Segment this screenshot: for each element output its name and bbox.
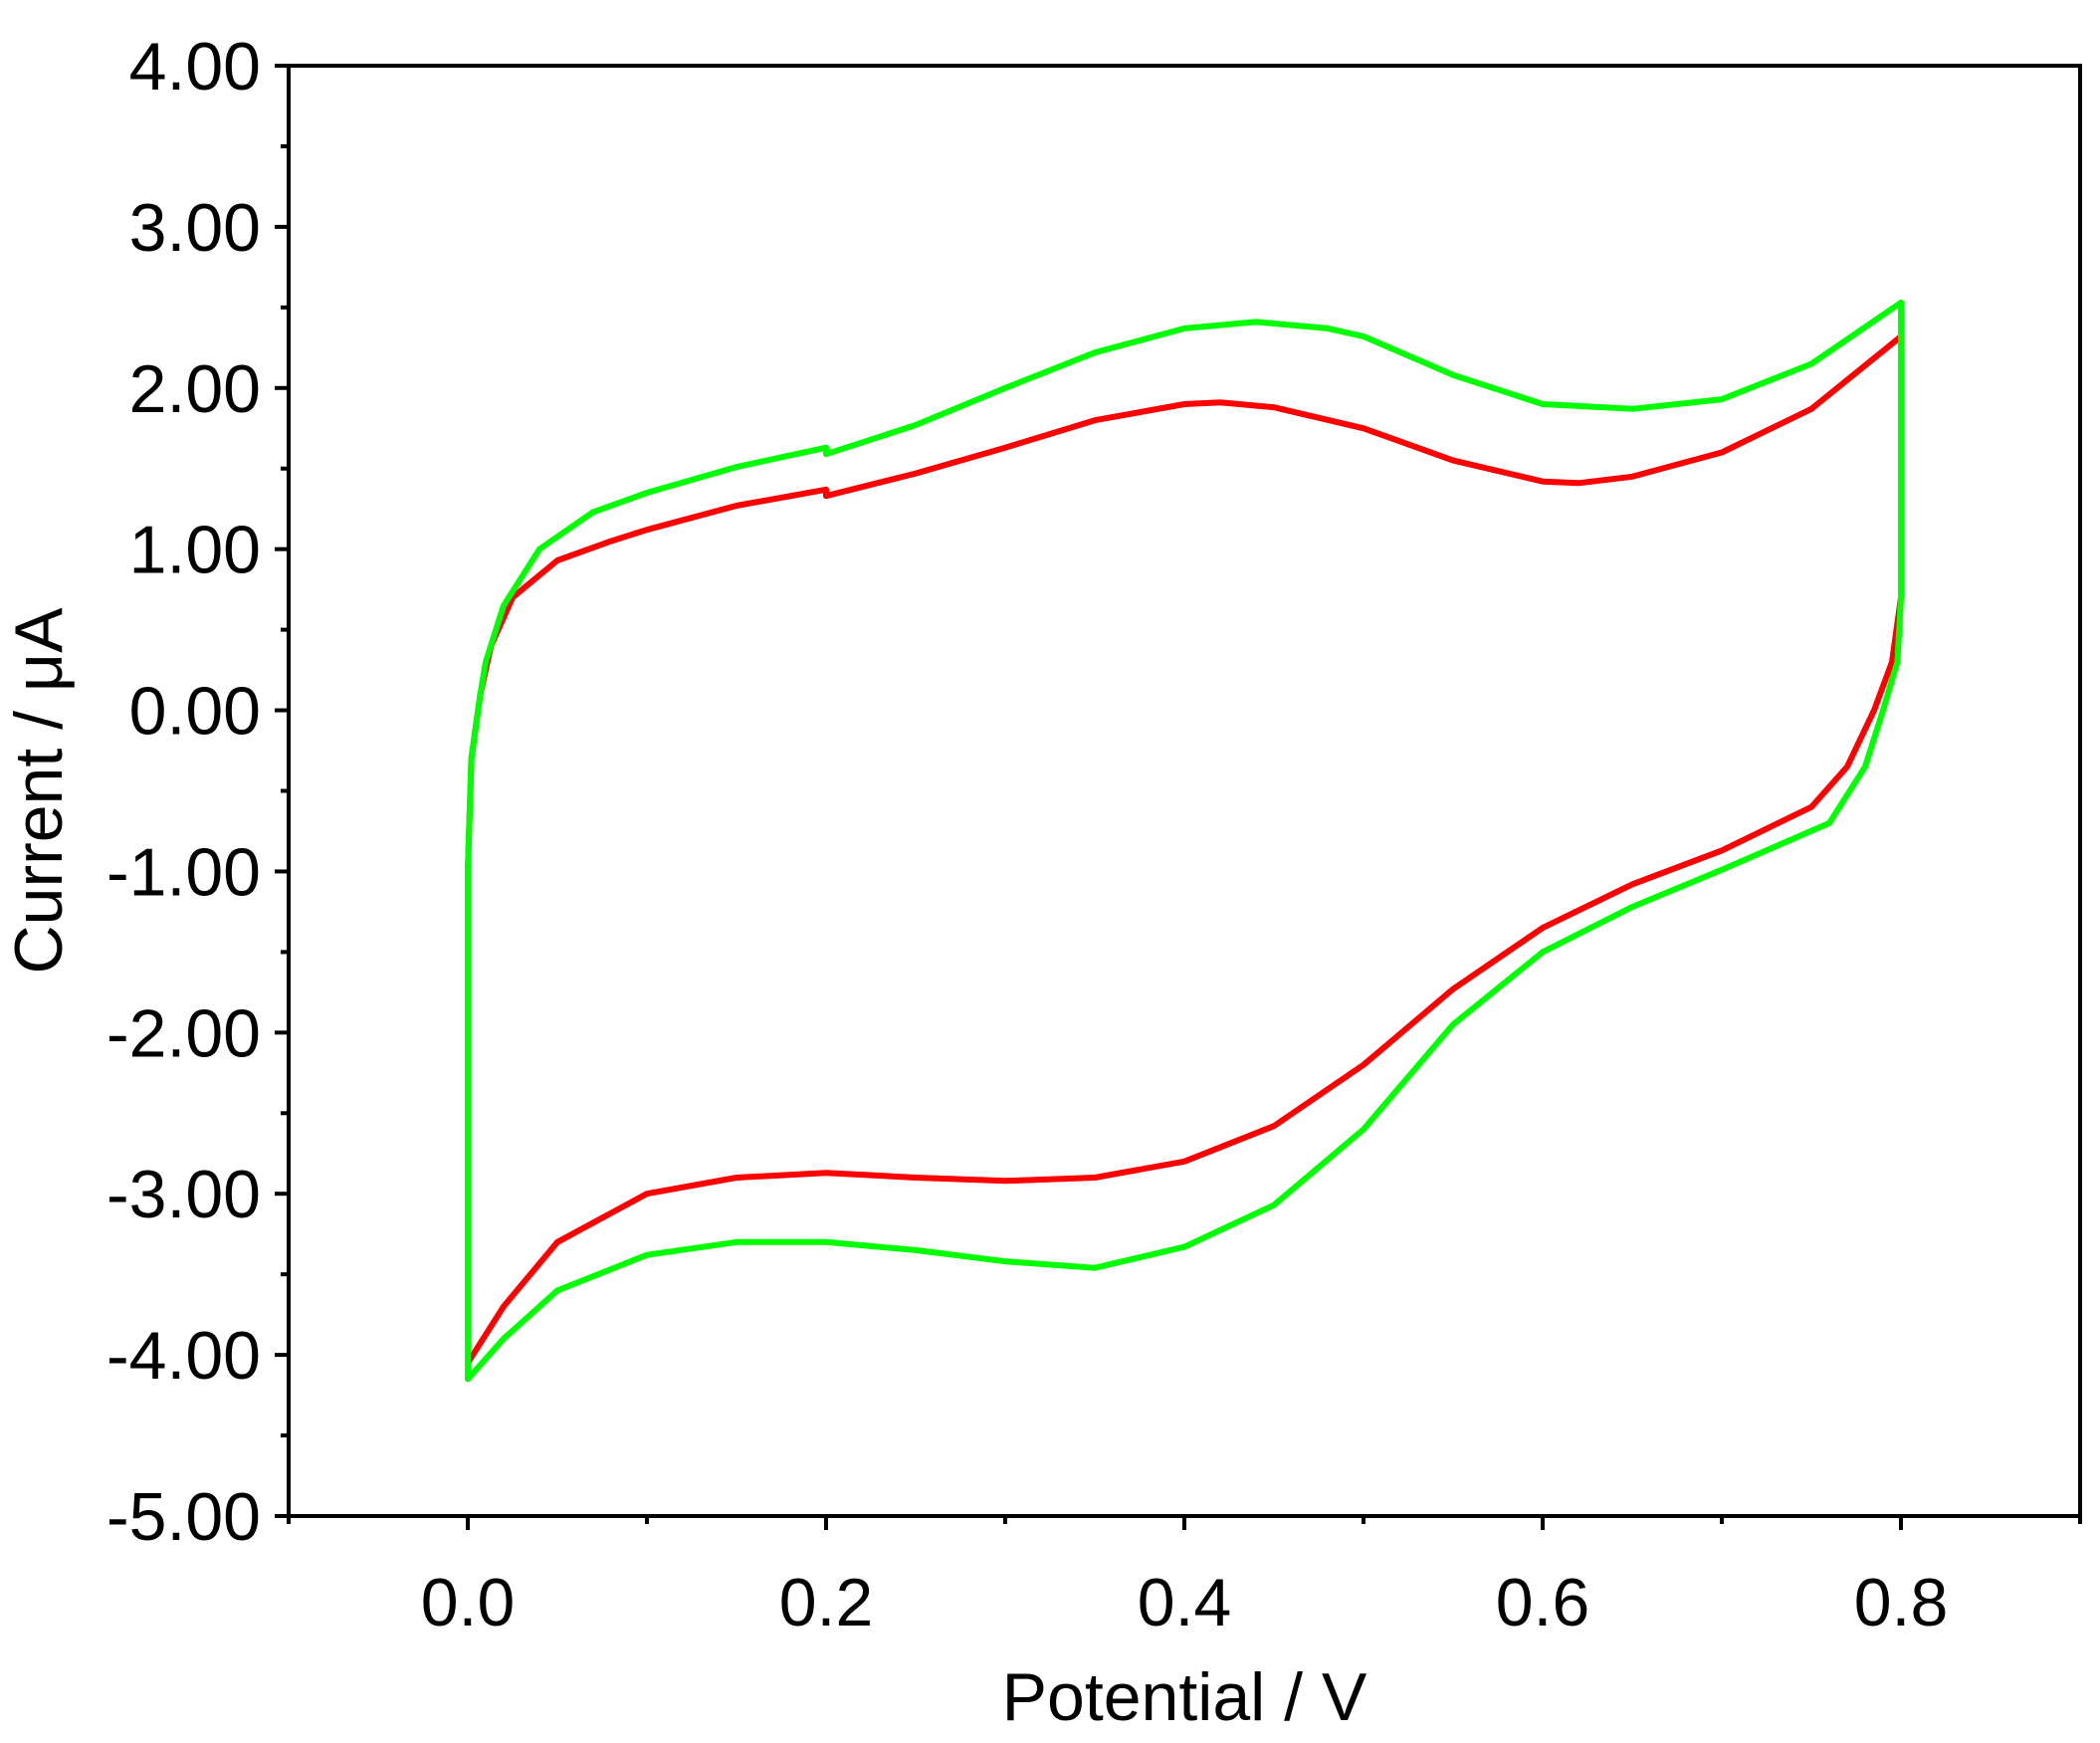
series-line-2 [465,300,1904,1383]
x-axis-title: Potential / V [1002,1659,1367,1735]
y-tick-label: 2.00 [129,351,261,427]
y-tick-label: -1.00 [106,834,261,910]
x-tick-label: 0.6 [1496,1565,1590,1640]
x-tick-label: 0.4 [1138,1565,1232,1640]
y-tick-label: 3.00 [129,190,261,266]
y-tick-label: -3.00 [106,1157,261,1232]
x-tick-label: 0.0 [421,1565,516,1640]
y-tick-label: -2.00 [106,995,261,1071]
plot-frame [287,64,2082,1518]
ticks-layer: 0.0 0.2 0.4 0.6 0.8 4.00 3.00 2.00 1.00 0.00 -1.00… [106,29,2082,1640]
y-tick-label: 1.00 [129,513,261,588]
series-layer [465,300,1904,1383]
series-line-1 [465,333,1904,1375]
y-tick-label: -5.00 [106,1479,261,1555]
y-axis-title: Current / μA [1,607,77,975]
x-tick-label: 0.8 [1854,1565,1949,1640]
y-tick-label: -4.00 [106,1318,261,1394]
y-tick-label: 4.00 [129,29,261,105]
x-tick-label: 0.2 [779,1565,874,1640]
y-tick-label: 0.00 [129,674,261,750]
